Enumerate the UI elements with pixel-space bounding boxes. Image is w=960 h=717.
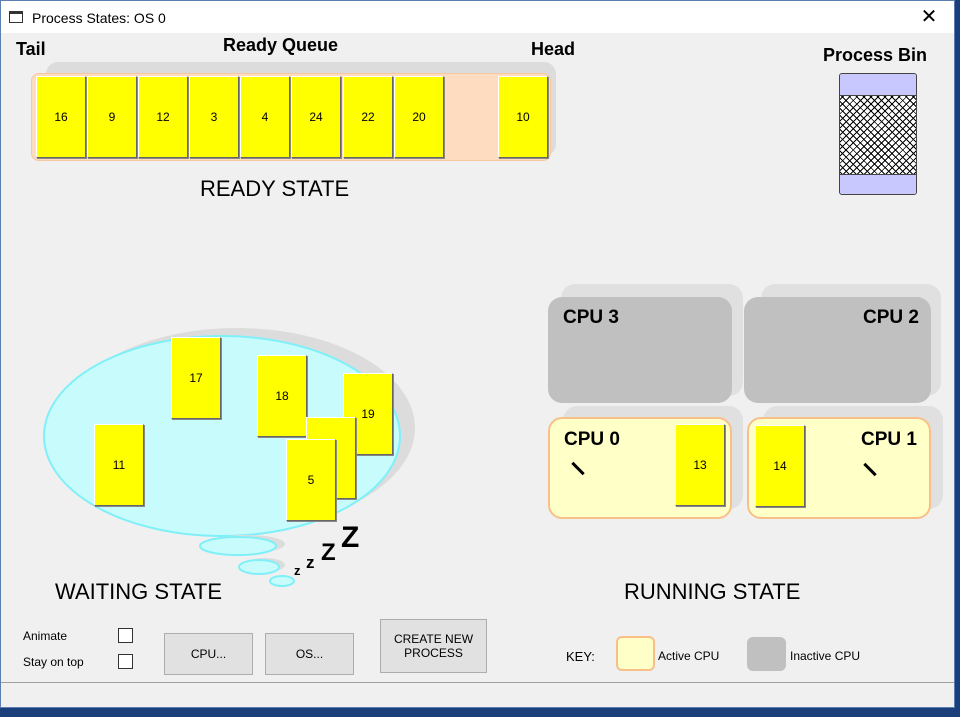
cpu-label: CPU 2 bbox=[863, 307, 919, 328]
cpu-label: CPU 0 bbox=[564, 429, 620, 450]
sleep-z: z bbox=[294, 563, 301, 578]
inactive-cpu-swatch bbox=[747, 637, 786, 671]
animate-checkbox[interactable] bbox=[118, 628, 133, 643]
status-bar-divider bbox=[1, 682, 954, 683]
process-card[interactable]: 4 bbox=[240, 76, 290, 158]
process-card[interactable]: 22 bbox=[343, 76, 393, 158]
tail-label: Tail bbox=[16, 39, 46, 59]
process-card[interactable]: 13 bbox=[675, 424, 725, 506]
key-label: KEY: bbox=[566, 649, 595, 664]
process-card[interactable]: 20 bbox=[394, 76, 444, 158]
create-new-process-button[interactable]: CREATE NEW PROCESS bbox=[380, 619, 487, 673]
inactive-cpu-key-label: Inactive CPU bbox=[790, 649, 861, 663]
cpu-label: CPU 3 bbox=[563, 307, 619, 328]
process-card[interactable]: 14 bbox=[755, 425, 805, 507]
close-icon[interactable]: ✕ bbox=[920, 6, 938, 28]
head-process-card[interactable]: 10 bbox=[498, 76, 548, 158]
ready-state-label: READY STATE bbox=[200, 176, 350, 201]
waiting-state-label: WAITING STATE bbox=[55, 579, 223, 604]
cpu-3[interactable]: CPU 3 bbox=[548, 297, 732, 403]
window-title: Process States: OS 0 bbox=[32, 10, 166, 26]
clock-hand-icon bbox=[863, 462, 877, 477]
sleep-z: Z bbox=[321, 539, 336, 566]
ready-queue-label: Ready Queue bbox=[223, 35, 339, 55]
process-card[interactable]: 18 bbox=[257, 355, 307, 437]
animate-label: Animate bbox=[23, 629, 68, 643]
window-icon bbox=[9, 11, 23, 23]
sleep-z: Z bbox=[341, 521, 360, 554]
title-bar: Process States: OS 0 ✕ bbox=[1, 1, 954, 33]
sleep-z: z bbox=[306, 553, 315, 572]
running-state-label: RUNNING STATE bbox=[624, 579, 801, 604]
head-label: Head bbox=[531, 39, 576, 59]
process-card[interactable]: 3 bbox=[189, 76, 239, 158]
os-button[interactable]: OS... bbox=[265, 633, 354, 675]
process-bin-label: Process Bin bbox=[823, 45, 928, 65]
process-card[interactable]: 12 bbox=[138, 76, 188, 158]
cpu-2[interactable]: CPU 2 bbox=[744, 297, 931, 403]
process-card[interactable]: 24 bbox=[291, 76, 341, 158]
clock-hand-icon bbox=[571, 461, 585, 476]
cpu-button[interactable]: CPU... bbox=[164, 633, 253, 675]
process-card[interactable]: 5 bbox=[286, 439, 336, 521]
process-card[interactable]: 11 bbox=[94, 424, 144, 506]
process-card[interactable]: 9 bbox=[87, 76, 137, 158]
process-card[interactable]: 16 bbox=[36, 76, 86, 158]
stay-on-top-checkbox[interactable] bbox=[118, 654, 133, 669]
active-cpu-swatch bbox=[616, 636, 655, 671]
cpu-label: CPU 1 bbox=[861, 429, 917, 450]
process-card[interactable]: 17 bbox=[171, 337, 221, 419]
process-bin[interactable] bbox=[839, 73, 917, 195]
status-bar bbox=[1, 683, 954, 707]
stay-on-top-label: Stay on top bbox=[23, 655, 84, 669]
active-cpu-key-label: Active CPU bbox=[658, 649, 720, 663]
